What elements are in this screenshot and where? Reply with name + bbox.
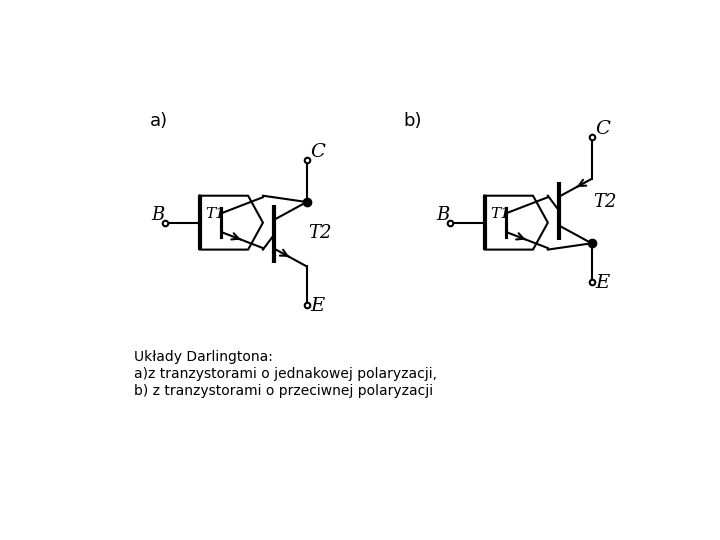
Text: C: C <box>595 120 611 138</box>
Text: T1: T1 <box>490 207 510 221</box>
Text: Układy Darlingtona:: Układy Darlingtona: <box>134 350 273 365</box>
Text: T2: T2 <box>308 224 332 242</box>
Text: T1: T1 <box>206 207 225 221</box>
Text: a): a) <box>150 112 168 130</box>
Text: T2: T2 <box>593 193 616 211</box>
Text: E: E <box>595 274 610 292</box>
Text: B: B <box>151 206 164 224</box>
Text: a)z tranzystorami o jednakowej polaryzacji,: a)z tranzystorami o jednakowej polaryzac… <box>134 367 437 381</box>
Text: C: C <box>310 143 325 161</box>
Text: B: B <box>436 206 449 224</box>
Text: b) z tranzystorami o przeciwnej polaryzacji: b) z tranzystorami o przeciwnej polaryza… <box>134 384 433 398</box>
Text: b): b) <box>404 112 422 130</box>
Text: E: E <box>310 297 325 315</box>
